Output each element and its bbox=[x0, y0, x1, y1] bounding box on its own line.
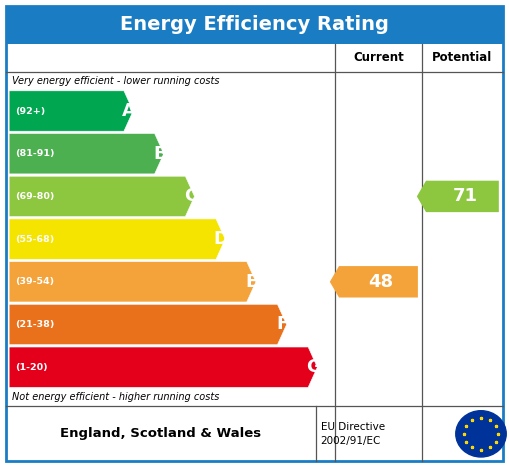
Text: A: A bbox=[122, 102, 136, 120]
Bar bbox=[6, 6, 503, 44]
Text: (1-20): (1-20) bbox=[15, 363, 48, 372]
Polygon shape bbox=[417, 181, 499, 212]
Text: B: B bbox=[153, 145, 166, 163]
Text: (81-91): (81-91) bbox=[15, 149, 55, 158]
Circle shape bbox=[456, 410, 506, 457]
Text: E: E bbox=[246, 273, 258, 291]
Polygon shape bbox=[9, 176, 194, 217]
Text: C: C bbox=[184, 187, 197, 205]
Polygon shape bbox=[9, 219, 225, 259]
Text: (39-54): (39-54) bbox=[15, 277, 54, 286]
Text: Very energy efficient - lower running costs: Very energy efficient - lower running co… bbox=[12, 76, 220, 86]
Text: Current: Current bbox=[353, 51, 404, 64]
Text: D: D bbox=[214, 230, 229, 248]
Text: (55-68): (55-68) bbox=[15, 234, 54, 244]
Text: Not energy efficient - higher running costs: Not energy efficient - higher running co… bbox=[12, 392, 219, 403]
Text: England, Scotland & Wales: England, Scotland & Wales bbox=[60, 427, 262, 440]
Polygon shape bbox=[330, 266, 418, 297]
Text: F: F bbox=[276, 316, 289, 333]
Polygon shape bbox=[9, 134, 164, 174]
Text: 2002/91/EC: 2002/91/EC bbox=[321, 436, 381, 446]
Polygon shape bbox=[9, 262, 256, 302]
Text: Potential: Potential bbox=[432, 51, 493, 64]
Text: (21-38): (21-38) bbox=[15, 320, 54, 329]
Text: Energy Efficiency Rating: Energy Efficiency Rating bbox=[120, 15, 389, 34]
Text: G: G bbox=[306, 358, 321, 376]
Text: 48: 48 bbox=[369, 273, 394, 291]
Polygon shape bbox=[9, 304, 287, 345]
Text: (92+): (92+) bbox=[15, 106, 45, 115]
Text: 71: 71 bbox=[453, 187, 477, 205]
Polygon shape bbox=[9, 347, 317, 387]
Polygon shape bbox=[9, 91, 133, 131]
Text: EU Directive: EU Directive bbox=[321, 422, 385, 432]
Text: (69-80): (69-80) bbox=[15, 192, 54, 201]
